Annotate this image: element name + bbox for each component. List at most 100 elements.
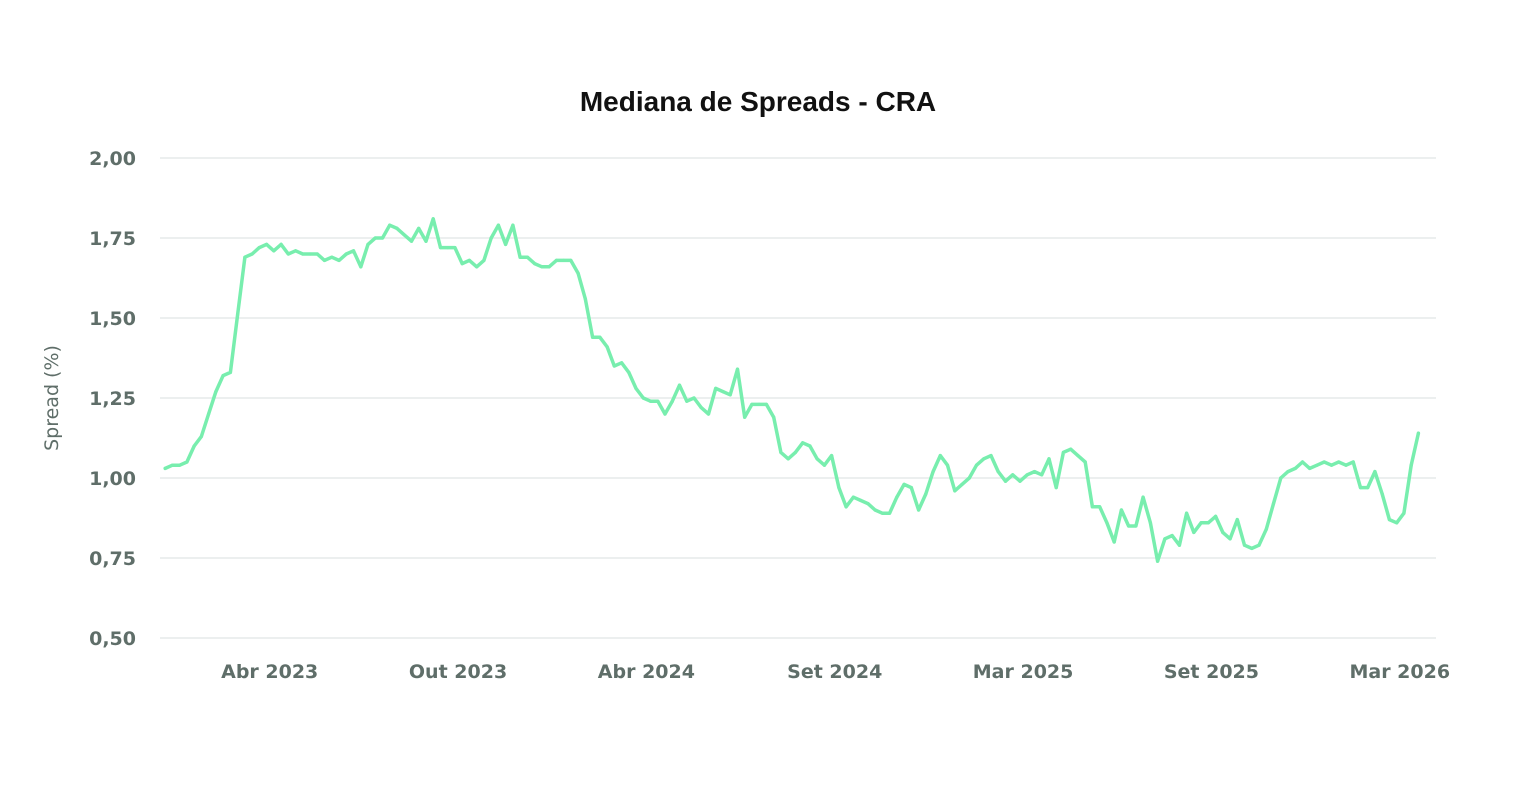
data-point: [236, 313, 240, 317]
data-point: [1090, 505, 1094, 509]
data-point: [1395, 521, 1399, 525]
data-point: [634, 386, 638, 390]
y-tick-label: 1,75: [89, 228, 136, 250]
data-point: [1098, 505, 1102, 509]
data-point: [511, 223, 515, 227]
data-point: [554, 258, 559, 262]
data-point: [627, 370, 631, 374]
data-point: [475, 265, 479, 269]
data-point: [496, 223, 500, 227]
data-point: [1351, 460, 1355, 464]
gridlines: [160, 157, 1436, 639]
data-point: [1358, 486, 1363, 490]
x-tick-label: Mar 2025: [973, 661, 1074, 683]
data-point: [938, 454, 942, 458]
data-point: [685, 399, 689, 403]
data-point: [1214, 514, 1218, 519]
data-point: [706, 412, 711, 416]
data-point: [801, 441, 805, 445]
data-point: [1308, 466, 1312, 470]
data-point: [1221, 530, 1225, 535]
data-point: [1148, 521, 1152, 525]
data-point: [1156, 559, 1160, 563]
data-point: [830, 454, 834, 458]
data-point: [482, 258, 486, 262]
data-point: [772, 415, 776, 419]
y-tick-label: 0,50: [89, 628, 136, 650]
data-point: [178, 463, 182, 467]
data-point: [996, 470, 1000, 474]
y-axis-ticks: 0,50 0,75 1,00 1,25 1,50 1,75 2,00: [89, 148, 136, 650]
data-point: [974, 463, 979, 467]
data-point: [1163, 537, 1167, 541]
data-point: [228, 370, 232, 374]
data-point: [1402, 511, 1406, 515]
data-point: [1112, 540, 1116, 544]
data-point: [815, 457, 819, 461]
data-point: [1329, 463, 1334, 467]
data-point: [1264, 527, 1268, 531]
x-tick-label: Set 2024: [787, 661, 882, 683]
data-point: [1105, 521, 1109, 525]
data-point: [641, 396, 645, 400]
data-point: [808, 444, 812, 448]
data-point: [598, 335, 602, 339]
data-point: [395, 226, 399, 230]
data-point: [1069, 447, 1073, 451]
data-point: [605, 345, 609, 349]
data-point: [250, 252, 254, 256]
data-point: [945, 463, 950, 467]
data-point: [322, 258, 327, 262]
data-point: [902, 482, 906, 486]
data-point: [1127, 524, 1131, 528]
data-point: [583, 297, 587, 301]
data-point: [1119, 508, 1123, 512]
data-point: [540, 265, 544, 269]
data-point: [1047, 457, 1051, 461]
data-point: [337, 258, 341, 262]
data-point: [1387, 518, 1391, 522]
data-point: [612, 364, 616, 368]
data-point: [764, 402, 769, 406]
data-point: [1018, 479, 1022, 483]
data-point: [648, 399, 653, 403]
data-point: [467, 258, 471, 262]
data-point: [1366, 486, 1370, 490]
data-point: [504, 242, 508, 246]
data-point: [373, 236, 377, 240]
data-point: [301, 252, 305, 256]
data-point: [308, 252, 312, 256]
data-point: [656, 399, 660, 403]
data-point: [663, 412, 667, 416]
data-point: [714, 386, 718, 390]
data-point: [822, 463, 827, 467]
data-point: [1242, 543, 1247, 547]
data-point: [170, 463, 174, 467]
data-point: [163, 466, 167, 470]
data-point: [446, 246, 450, 250]
data-point: [1170, 534, 1174, 538]
data-point: [1380, 492, 1384, 496]
data-point: [1134, 524, 1138, 528]
series-line: [163, 217, 1421, 563]
data-point: [699, 406, 703, 410]
data-point: [1257, 543, 1261, 547]
data-point: [221, 374, 225, 378]
data-point: [743, 415, 747, 419]
data-point: [1141, 495, 1145, 499]
data-point: [1337, 460, 1341, 464]
y-tick-label: 0,75: [89, 548, 136, 570]
data-point: [953, 489, 957, 493]
data-point: [315, 252, 319, 256]
x-tick-label: Out 2023: [409, 661, 507, 683]
data-point: [576, 271, 580, 275]
data-point: [207, 412, 211, 416]
chart-title: Mediana de Spreads - CRA: [580, 86, 936, 117]
data-point: [1322, 460, 1326, 464]
data-point: [547, 265, 551, 269]
x-tick-label: Abr 2024: [598, 661, 695, 683]
data-point: [453, 246, 457, 250]
data-point: [851, 495, 856, 499]
data-point: [1206, 521, 1210, 525]
